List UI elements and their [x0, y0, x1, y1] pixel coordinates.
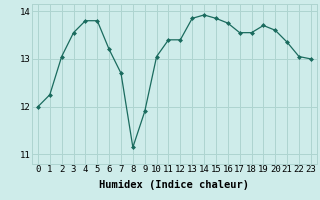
X-axis label: Humidex (Indice chaleur): Humidex (Indice chaleur)	[100, 180, 249, 190]
